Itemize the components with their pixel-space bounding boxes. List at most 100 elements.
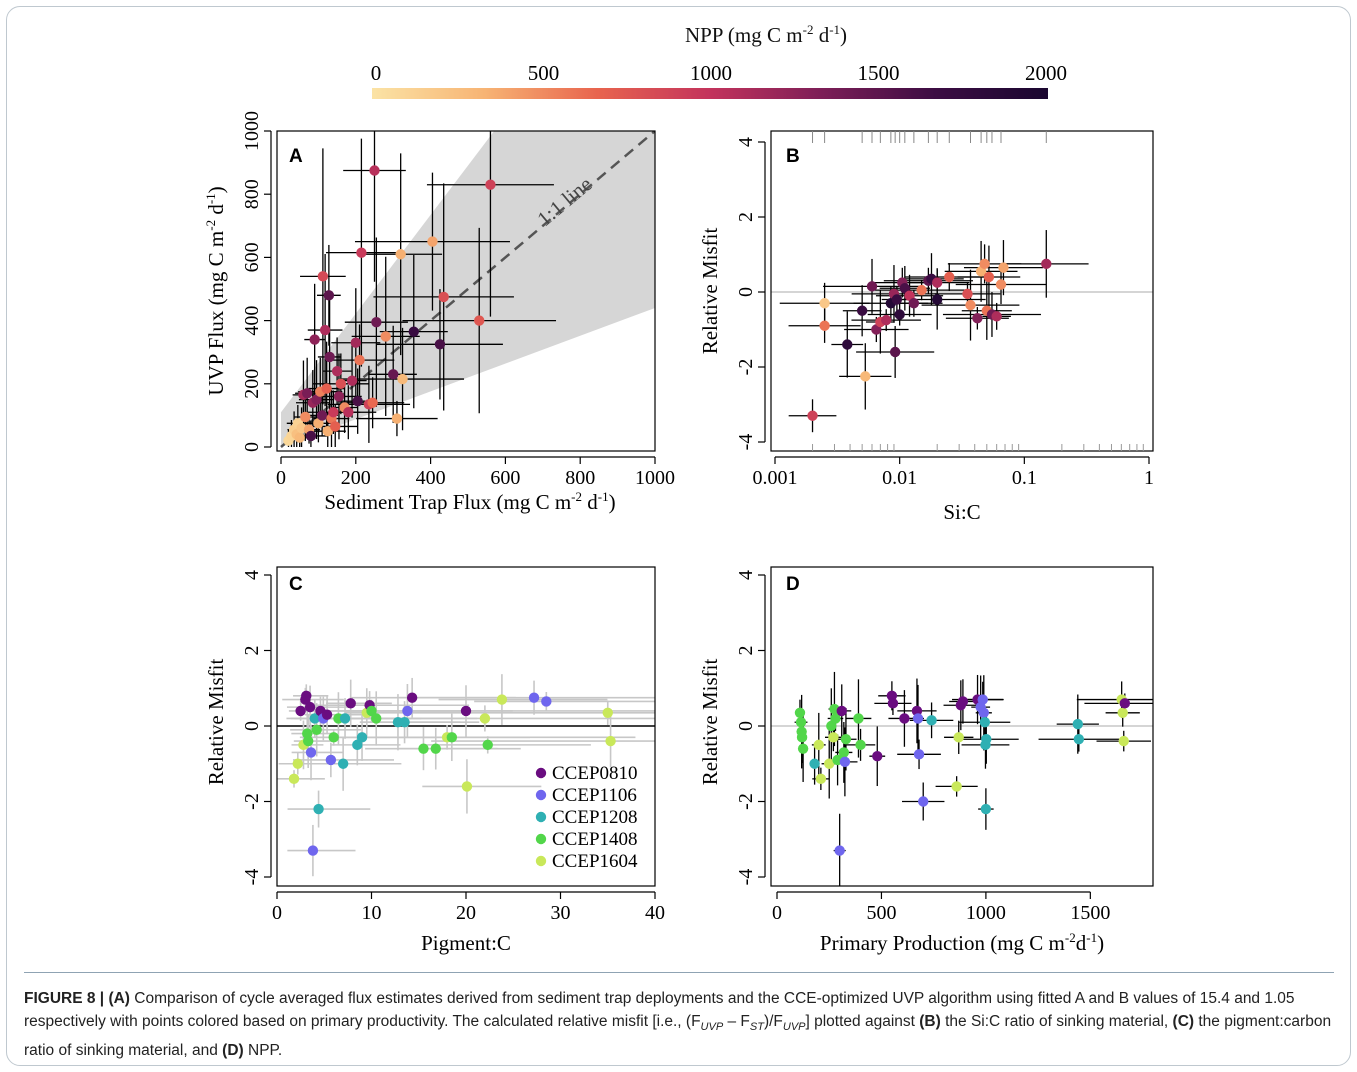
caption-figure-label: FIGURE 8 | xyxy=(24,990,109,1007)
data-point xyxy=(979,258,990,270)
data-point xyxy=(301,690,312,701)
data-point xyxy=(797,743,809,754)
data-point xyxy=(302,735,314,747)
x-axis-label-b: Si:C xyxy=(943,500,980,524)
data-point xyxy=(918,796,929,807)
x-axis-label-a: Sediment Trap Flux (mg C m-2 d-1) xyxy=(324,489,615,514)
data-point xyxy=(288,773,300,785)
y-tick-label: 4 xyxy=(735,137,757,147)
colorbar-ticks: 0 500 1000 1500 2000 xyxy=(371,61,1067,85)
data-point xyxy=(399,717,410,728)
data-point xyxy=(866,281,878,292)
data-point xyxy=(839,756,851,768)
panel-letter-d: D xyxy=(786,574,800,595)
data-point xyxy=(446,732,458,743)
data-point xyxy=(796,732,808,743)
data-point xyxy=(474,315,485,326)
legend-label: CCEP1408 xyxy=(552,829,638,850)
data-point xyxy=(350,337,361,348)
data-point xyxy=(313,418,324,429)
figure-frame xyxy=(6,6,1351,1066)
legend-marker xyxy=(535,855,547,867)
colorbar-tick-label: 2000 xyxy=(1025,61,1067,85)
x-tick-label: 40 xyxy=(645,902,665,924)
legend-label: CCEP1106 xyxy=(552,785,637,806)
y-axis-label-d: Relative Misfit xyxy=(698,659,722,786)
data-point xyxy=(339,713,351,724)
data-point xyxy=(346,375,358,386)
data-point xyxy=(496,694,508,705)
data-point xyxy=(957,696,969,707)
data-point xyxy=(916,284,927,296)
data-point xyxy=(819,298,830,309)
data-point xyxy=(828,732,839,743)
error-bars-b xyxy=(779,230,1089,433)
y-tick-label: -4 xyxy=(241,869,263,886)
data-point xyxy=(330,421,341,432)
plot-frame-b xyxy=(770,130,1154,452)
data-point xyxy=(321,383,332,394)
y-tick-label: 0 xyxy=(735,721,757,731)
colorbar-tick-label: 500 xyxy=(528,61,560,85)
data-point xyxy=(912,713,924,724)
data-point xyxy=(408,326,419,337)
panel-b: B 0.001 0.01 0.1 1 -4 -2 0 2 4 Relative Misfit S… xyxy=(698,130,1154,524)
x-tick-label: 600 xyxy=(490,467,520,489)
data-point xyxy=(369,165,380,176)
legend-marker xyxy=(535,789,547,801)
data-point xyxy=(1072,718,1084,730)
x-tick-label: 20 xyxy=(456,902,476,924)
data-point xyxy=(309,713,320,724)
plot-frame-c xyxy=(276,566,656,887)
data-point xyxy=(995,279,1007,290)
data-point xyxy=(1119,698,1131,709)
data-point xyxy=(352,395,363,407)
data-point xyxy=(842,339,853,350)
y-axis-label-a: UVP Flux (mg C m-2 d-1) xyxy=(203,186,228,395)
legend-label: CCEP0810 xyxy=(552,763,638,784)
data-point xyxy=(337,758,349,769)
x-tick-label: 800 xyxy=(565,467,595,489)
data-point xyxy=(343,407,354,418)
legend-marker xyxy=(535,833,547,845)
data-point xyxy=(913,749,925,760)
data-point xyxy=(406,692,418,703)
caption-separator xyxy=(24,972,1334,973)
y-tick-label: 800 xyxy=(241,179,263,209)
data-point xyxy=(855,739,866,751)
x-tick-label: 400 xyxy=(416,467,446,489)
data-point xyxy=(328,407,339,418)
data-point xyxy=(836,705,847,717)
y-tick-label: 0 xyxy=(241,721,263,731)
axes-b: 0.001 0.01 0.1 1 -4 -2 0 2 4 xyxy=(735,137,1154,489)
x-tick-label: 0.1 xyxy=(1012,467,1037,489)
y-tick-label: 400 xyxy=(241,306,263,336)
colorbar-tick-label: 0 xyxy=(371,61,382,85)
y-tick-label: 2 xyxy=(241,646,263,656)
caption-ref-a: (A) xyxy=(108,990,130,1007)
y-tick-label: 2 xyxy=(735,646,757,656)
colorbar-title: NPP (mg C m-2 d-1) xyxy=(685,22,847,47)
data-point xyxy=(1073,734,1085,745)
data-point xyxy=(602,707,613,718)
data-point xyxy=(962,288,973,300)
x-tick-label: 1000 xyxy=(966,902,1006,924)
data-point xyxy=(528,692,540,703)
data-point xyxy=(434,339,446,350)
data-point xyxy=(908,298,920,309)
data-point xyxy=(371,316,382,328)
panel-letter-a: A xyxy=(289,146,303,167)
data-point xyxy=(809,758,820,769)
points-a xyxy=(283,165,496,446)
data-point xyxy=(345,698,356,709)
rug-marks-b xyxy=(812,131,1144,451)
figure-caption: FIGURE 8 | (A) Comparison of cycle avera… xyxy=(24,990,1332,1060)
colorbar: NPP (mg C m-2 d-1) 0 500 1000 1500 2000 xyxy=(371,22,1067,99)
x-tick-label: 0.01 xyxy=(882,467,917,489)
data-point xyxy=(460,705,472,717)
y-axis-label-b: Relative Misfit xyxy=(698,228,722,355)
data-point xyxy=(889,346,901,358)
data-point xyxy=(397,373,408,385)
data-point xyxy=(965,299,976,311)
data-point xyxy=(834,845,845,856)
